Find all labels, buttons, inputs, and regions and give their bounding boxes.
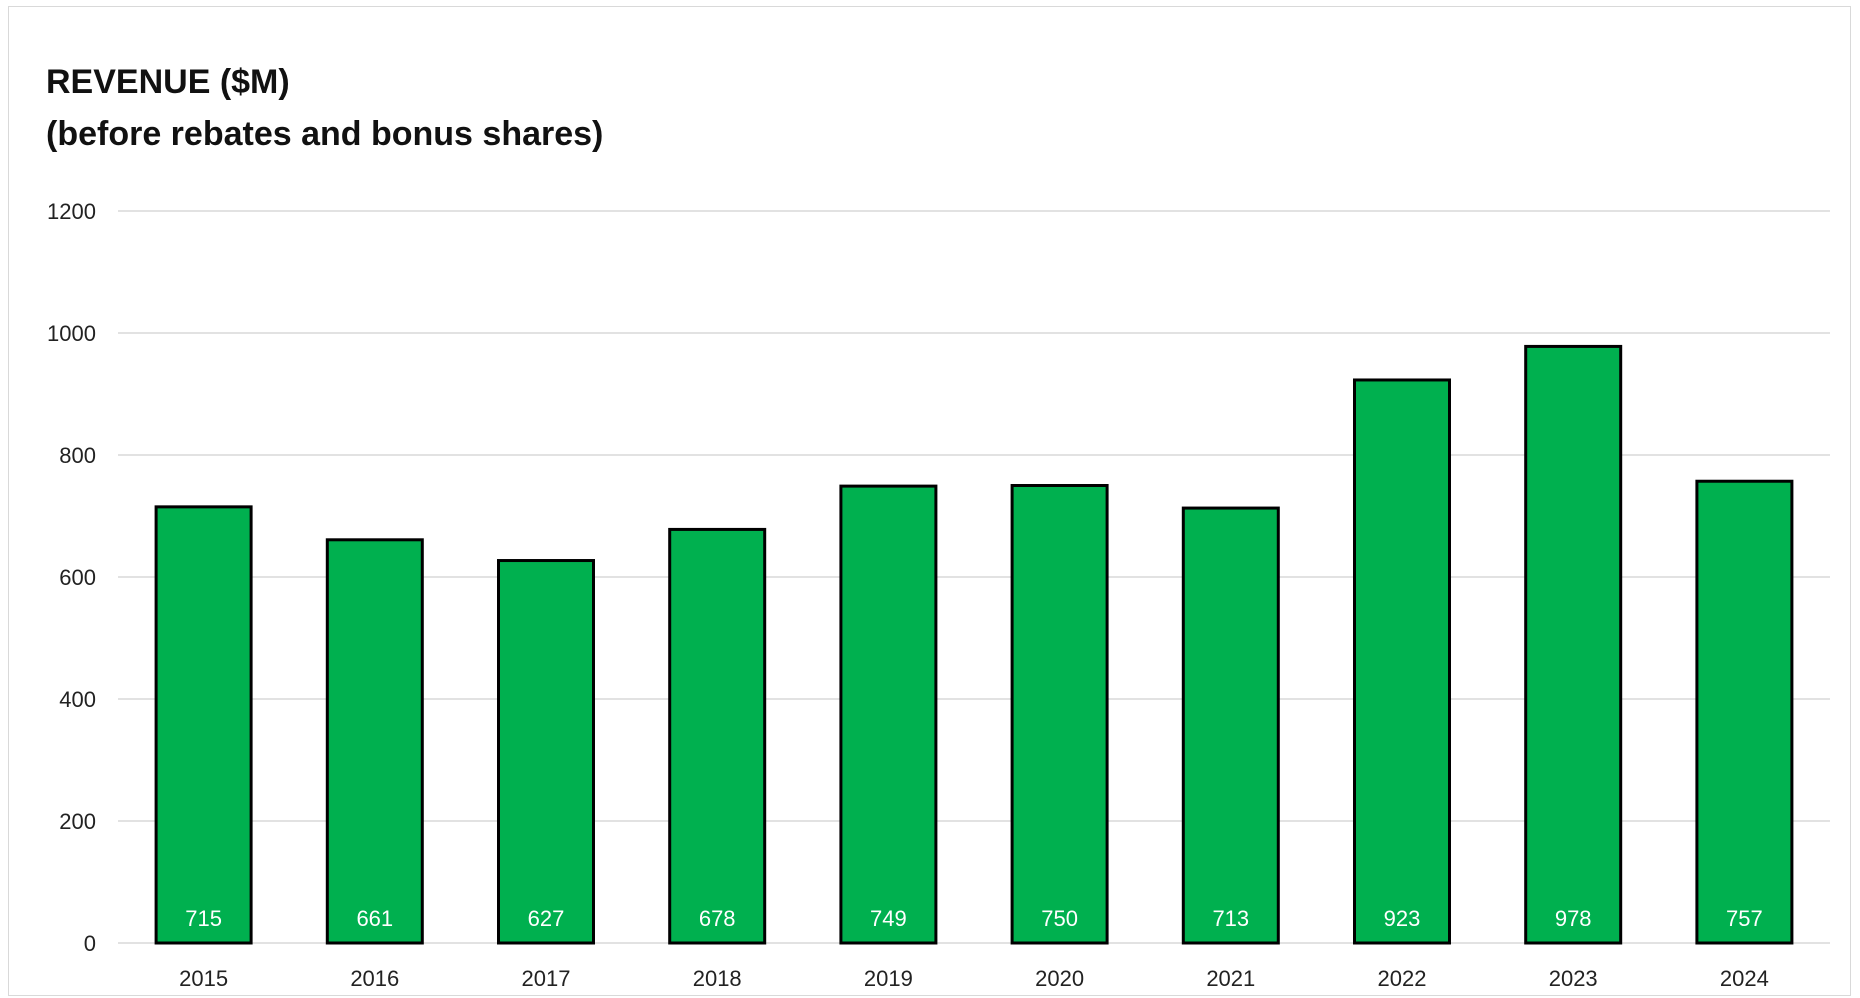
bar-2021 — [1181, 506, 1280, 945]
x-tick-label: 2016 — [350, 966, 399, 991]
x-tick-label: 2023 — [1549, 966, 1598, 991]
bar-2016 — [325, 538, 424, 945]
x-tick-label: 2017 — [522, 966, 571, 991]
data-label: 757 — [1726, 906, 1763, 931]
y-tick-label: 1200 — [47, 199, 96, 224]
chart-title-block: REVENUE ($M) (before rebates and bonus s… — [46, 56, 603, 160]
data-label: 661 — [356, 906, 393, 931]
data-label: 923 — [1384, 906, 1421, 931]
bar-2024 — [1695, 479, 1794, 945]
y-tick-label: 800 — [59, 443, 96, 468]
y-tick-label: 400 — [59, 687, 96, 712]
y-tick-label: 0 — [84, 931, 96, 956]
bar-2018 — [668, 527, 767, 945]
bar-2022 — [1353, 378, 1451, 945]
y-tick-label: 200 — [59, 809, 96, 834]
x-tick-label: 2020 — [1035, 966, 1084, 991]
data-label: 715 — [185, 906, 222, 931]
bar-2020 — [1010, 484, 1109, 945]
data-label: 749 — [870, 906, 907, 931]
bar-2023 — [1524, 344, 1623, 945]
data-labels: 715 661 627 678 749 750 713 923 978 757 — [185, 906, 1763, 931]
x-tick-label: 2015 — [179, 966, 228, 991]
bars — [154, 344, 1794, 945]
bar-2017 — [497, 559, 595, 945]
x-axis-tick-labels: 2015 2016 2017 2018 2019 2020 2021 2022 2023 2024 — [179, 966, 1769, 991]
y-tick-label: 600 — [59, 565, 96, 590]
chart-subtitle: (before rebates and bonus shares) — [46, 115, 604, 153]
x-tick-label: 2022 — [1378, 966, 1427, 991]
data-label: 713 — [1212, 906, 1249, 931]
data-label: 750 — [1041, 906, 1078, 931]
y-tick-label: 1000 — [47, 321, 96, 346]
y-axis-tick-labels: 0 200 400 600 800 1000 1200 — [47, 199, 96, 956]
x-tick-label: 2018 — [693, 966, 742, 991]
chart-title: REVENUE ($M) — [46, 63, 290, 101]
data-label: 978 — [1555, 906, 1592, 931]
bar-2019 — [839, 484, 938, 945]
bar-2015 — [154, 505, 253, 945]
x-tick-label: 2021 — [1206, 966, 1255, 991]
x-tick-label: 2024 — [1720, 966, 1769, 991]
x-tick-label: 2019 — [864, 966, 913, 991]
data-label: 627 — [528, 906, 565, 931]
data-label: 678 — [699, 906, 736, 931]
